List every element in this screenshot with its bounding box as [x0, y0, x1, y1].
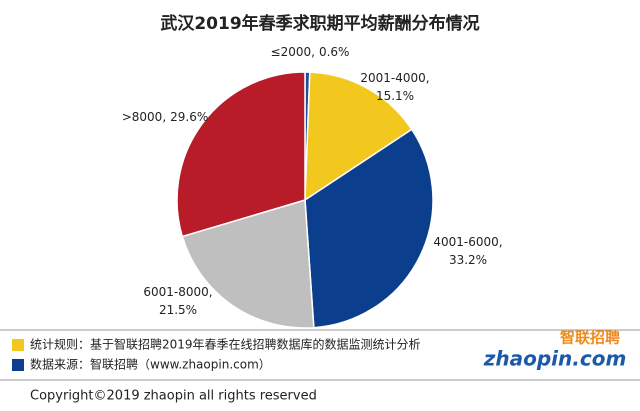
- slice-category: 4001-6000,: [433, 235, 502, 249]
- copyright: Copyright©2019 zhaopin all rights reserv…: [30, 389, 317, 404]
- note: 数据来源：智联招聘（www.zhaopin.com）: [30, 357, 271, 372]
- pie-slice: [304, 128, 434, 329]
- logo-top: 智联招聘: [560, 329, 620, 347]
- slice-label: ≤2000, 0.6%: [271, 45, 350, 59]
- notes: 统计规则：基于智联招聘2019年春季在线招聘数据库的数据监测统计分析数据来源：智…: [12, 337, 421, 372]
- slice-category: ≤2000,: [271, 45, 315, 59]
- slice-category: 2001-4000,: [360, 71, 429, 85]
- note: 统计规则：基于智联招聘2019年春季在线招聘数据库的数据监测统计分析: [30, 337, 421, 352]
- slice-value: 29.6%: [170, 110, 208, 124]
- logo-bottom: zhaopin.com: [483, 347, 627, 371]
- slice-value: 0.6%: [319, 45, 350, 59]
- slice-category: >8000,: [122, 110, 166, 124]
- slice-value: 21.5%: [159, 303, 197, 317]
- slice-label: >8000, 29.6%: [122, 110, 209, 124]
- legend-swatch: [12, 339, 24, 351]
- chart-title: 武汉2019年春季求职期平均薪酬分布情况: [160, 13, 479, 34]
- legend-swatch: [12, 359, 24, 371]
- slice-label: 4001-6000, 33.2%: [433, 235, 502, 267]
- slice-value: 33.2%: [449, 253, 487, 267]
- pie-slice: [304, 71, 413, 202]
- slice-label: 2001-4000, 15.1%: [360, 71, 429, 103]
- pie-slice: [181, 199, 315, 329]
- slice-value: 15.1%: [376, 89, 414, 103]
- slice-label: 6001-8000, 21.5%: [143, 285, 212, 317]
- slice-category: 6001-8000,: [143, 285, 212, 299]
- pie-slice: [176, 71, 306, 238]
